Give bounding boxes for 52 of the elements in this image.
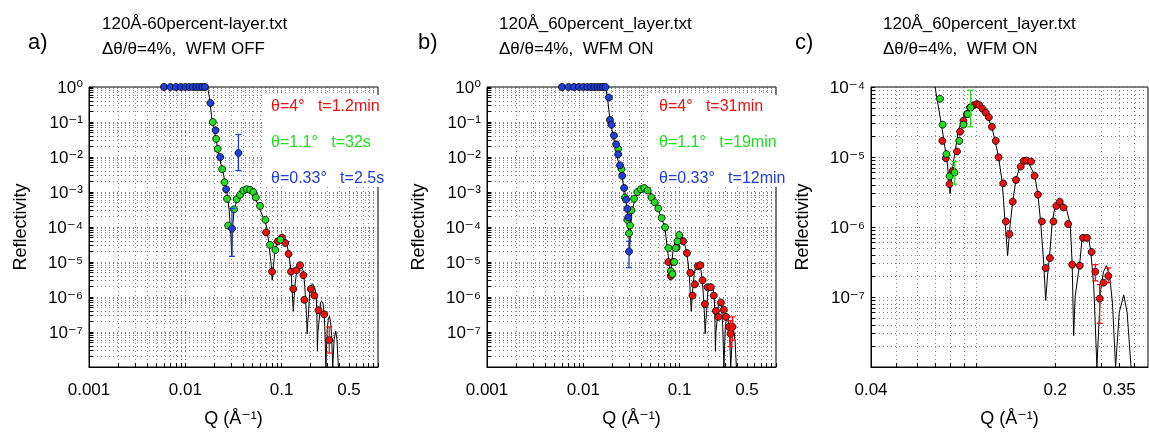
chart-subtitle: Δθ/θ=4%, WFM ON: [883, 39, 1038, 58]
y-tick-label: 10⁻¹: [447, 112, 482, 132]
x-tick-label: 0.1: [667, 380, 692, 399]
text: θ=1.1° t=19min: [659, 132, 777, 150]
x-tick-label: 0.1: [269, 380, 294, 399]
chart-title: 120Å-60percent-layer.txt: [102, 14, 288, 33]
x-tick-label: 0.2: [1043, 380, 1068, 399]
x-tick-label: 0.001: [67, 380, 111, 399]
y-tick-label: 10⁻⁶: [48, 287, 83, 307]
y-tick-label: 10⁻⁷: [48, 322, 83, 342]
text: θ=4° t=1.2min: [271, 96, 380, 114]
y-axis-title: Reflectivity: [10, 183, 30, 271]
y-axis-title: Reflectivity: [408, 183, 428, 271]
x-tick-label: 0.001: [465, 380, 509, 399]
y-tick-label: 10⁻⁴: [47, 217, 83, 237]
y-tick-label: 10⁻⁷: [446, 322, 481, 342]
y-tick-label: 10⁻⁵: [48, 252, 83, 272]
text: θ=1.1° t=32s: [271, 132, 371, 150]
chart-title: 120Å_60percent_layer.txt: [883, 14, 1077, 33]
y-tick-label: 10⁻⁶: [446, 287, 481, 307]
y-tick-label: 10⁻⁵: [446, 252, 481, 272]
y-tick-label: 10⁻⁵: [830, 147, 865, 167]
y-tick-label: 10⁻²: [49, 147, 84, 167]
y-tick-label: 10⁻⁶: [830, 217, 865, 237]
x-tick-label: 0.35: [1102, 380, 1136, 399]
y-tick-label: 10⁻³: [49, 182, 84, 202]
x-axis-title: Q (Å⁻¹): [602, 408, 661, 428]
y-tick-label: 10⁰: [57, 77, 84, 97]
chart-title: 120Å_60percent_layer.txt: [499, 14, 693, 33]
x-tick-label: 0.01: [566, 380, 600, 399]
y-tick-label: 10⁰: [455, 77, 482, 97]
y-tick-label: 10⁻⁴: [445, 217, 481, 237]
text: c): [795, 28, 814, 54]
text: a): [28, 28, 48, 54]
x-tick-label: 0.5: [337, 380, 361, 399]
chart-subtitle: Δθ/θ=4%, WFM OFF: [102, 39, 265, 58]
y-tick-label: 10⁻¹: [49, 112, 84, 132]
y-tick-label: 10⁻³: [447, 182, 482, 202]
text: b): [418, 28, 438, 54]
y-tick-label: 10⁻⁷: [830, 287, 865, 307]
chart-subtitle: Δθ/θ=4%, WFM ON: [499, 39, 654, 58]
text: θ=0.33° t=2.5s: [271, 168, 385, 186]
text: θ=4° t=31min: [659, 96, 764, 114]
y-tick-label: 10⁻²: [447, 147, 482, 167]
x-tick-label: 0.01: [168, 380, 202, 399]
series-label: θ=0.33° t=12min: [659, 168, 786, 186]
x-axis-title: Q (Å⁻¹): [204, 408, 263, 428]
x-tick-label: 0.04: [854, 380, 888, 399]
x-tick-label: 0.5: [735, 380, 759, 399]
x-axis-title: Q (Å⁻¹): [980, 408, 1039, 428]
y-tick-label: 10⁻⁴: [829, 77, 865, 97]
y-axis-title: Reflectivity: [792, 183, 812, 271]
